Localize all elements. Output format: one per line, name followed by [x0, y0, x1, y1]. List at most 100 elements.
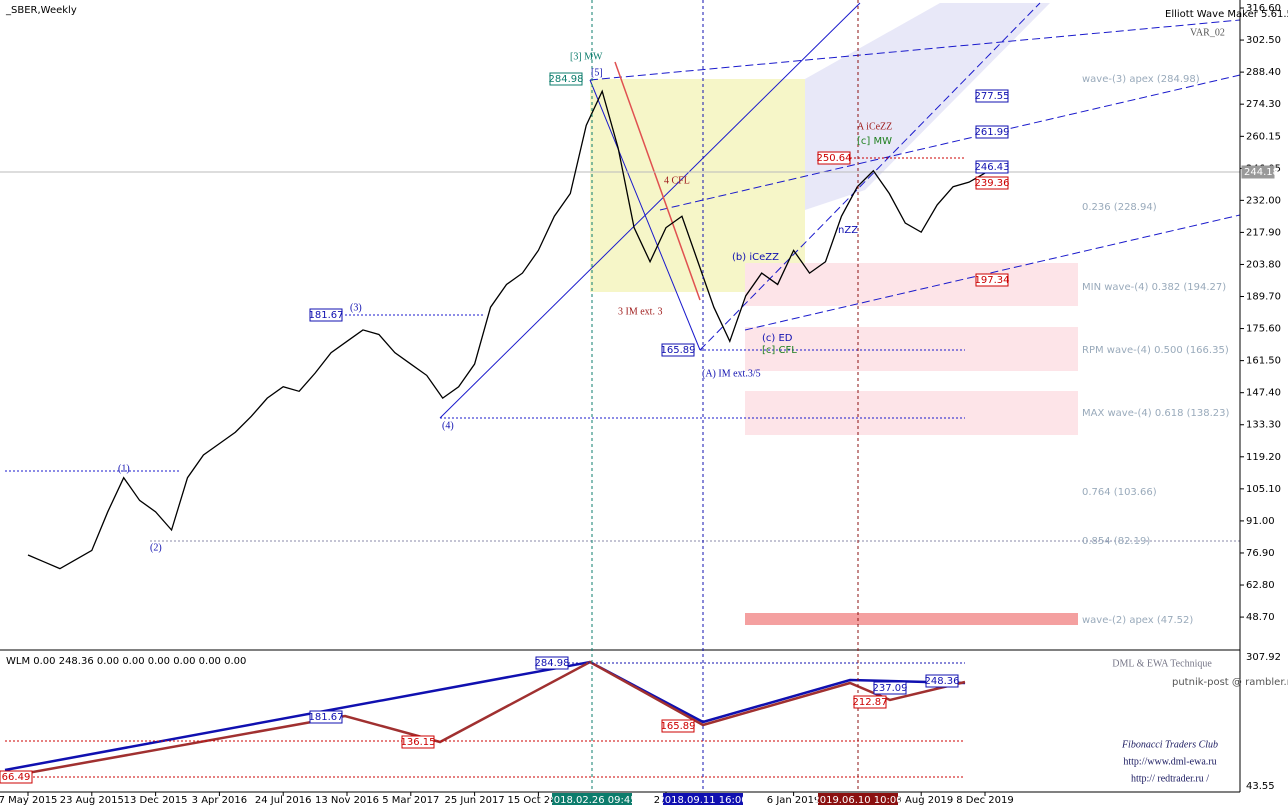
annotation: wave-(2) apex (47.52)	[1082, 615, 1193, 626]
y-tick-label: 274.30	[1246, 99, 1281, 110]
price-box	[817, 151, 851, 165]
price-box	[1241, 165, 1275, 179]
annotation: 307.92	[1246, 652, 1281, 663]
annotation: 239.36	[975, 178, 1010, 189]
price-box	[309, 308, 343, 322]
x-tick-label: 6 Jan 2019	[767, 795, 821, 806]
y-tick-label: 288.40	[1246, 67, 1281, 78]
annotation: 197.34	[975, 275, 1010, 286]
y-tick-label: 133.30	[1246, 420, 1281, 431]
annotation: 248.36	[925, 676, 960, 687]
zone-apex	[745, 613, 1078, 625]
annotation: 212.87	[853, 697, 888, 708]
x-tick-label: 13 Dec 2015	[124, 795, 188, 806]
y-tick-label: 203.80	[1246, 259, 1281, 270]
annotation: 181.67	[309, 712, 344, 723]
annotation: Elliott Wave Maker 5.61.5	[1165, 9, 1288, 20]
y-tick-label: 119.20	[1246, 452, 1281, 463]
y-tick-label: 316.60	[1246, 3, 1281, 14]
annotation: DML & EWA Technique	[1112, 658, 1212, 669]
channel-line	[659, 74, 1241, 211]
x-tick-label: 18 Aug 2019	[889, 795, 953, 806]
price-line	[27, 89, 986, 570]
annotation: 237.09	[873, 683, 908, 694]
price-box	[873, 681, 907, 695]
annotation: 261.99	[975, 127, 1010, 138]
y-tick-label: 105.10	[1246, 484, 1281, 495]
annotation: 0.236 (228.94)	[1082, 202, 1157, 213]
channel-line	[744, 214, 1241, 331]
price-box	[975, 176, 1009, 190]
price-box	[0, 770, 33, 784]
annotation: nZZ	[838, 225, 858, 236]
channel-line	[589, 19, 1241, 81]
y-tick-label: 302.50	[1246, 35, 1281, 46]
annotation: 3 IM ext. 3	[618, 306, 662, 317]
wave-lines	[5, 2, 1241, 542]
time-marker-label: 2019.06.10 10:00	[813, 795, 902, 806]
annotation: RPM wave-(4) 0.500 (166.35)	[1082, 345, 1229, 356]
time-marker-box	[663, 793, 743, 805]
annotation: Fibonacci Traders Club	[1121, 739, 1218, 750]
time-marker-label: 2018.02.26 09:45	[547, 795, 636, 806]
price-box	[549, 72, 583, 86]
chart-title: _SBER,Weekly	[5, 5, 77, 16]
channel-line	[439, 2, 861, 419]
x-tick-label: 23 Aug 2015	[60, 795, 124, 806]
annotation: 246.43	[975, 162, 1010, 173]
x-tick-label: 8 Dec 2019	[956, 795, 1014, 806]
price-box	[975, 125, 1009, 139]
zone-min	[745, 263, 1078, 306]
channel-line	[589, 79, 701, 351]
price-box	[661, 719, 695, 733]
y-tick-label: 62.80	[1246, 580, 1275, 591]
time-marker-label: 2018.09.11 16:00	[658, 795, 747, 806]
annotation: 284.98	[535, 658, 570, 669]
zone-max	[745, 391, 1078, 435]
annotation: (A) IM ext.3/5	[702, 368, 761, 379]
x-tick-label: 5 Mar 2017	[382, 795, 439, 806]
wave-line	[614, 61, 701, 301]
y-tick-label: 147.40	[1246, 388, 1281, 399]
annotation: 181.67	[309, 310, 344, 321]
annotation: 43.55	[1246, 781, 1275, 792]
x-tick-label: 15 Oct 2017	[507, 795, 569, 806]
zone-rpm	[745, 327, 1078, 371]
price-box	[975, 160, 1009, 174]
y-tick-label: 217.90	[1246, 227, 1281, 238]
x-tick-label: 25 Jun 2017	[445, 795, 505, 806]
annotation: (2)	[150, 542, 162, 553]
channel-line	[699, 2, 1041, 351]
annotation: WLM 0.00 248.36 0.00 0.00 0.00 0.00 0.00…	[6, 656, 246, 667]
annotation: 136.15	[401, 737, 436, 748]
annotation: http://www.dml-ewa.ru	[1123, 756, 1216, 767]
price-box	[535, 656, 569, 670]
y-tick-label: 161.50	[1246, 356, 1281, 367]
annotation: 0.854 (82.19)	[1082, 536, 1150, 547]
annotation: 4 CFL	[664, 175, 690, 186]
annotation: (4)	[442, 420, 454, 431]
annotation: MAX wave-(4) 0.618 (138.23)	[1082, 408, 1230, 419]
x-tick-label: 7 May 2015	[0, 795, 57, 806]
x-tick-label: 24 Jul 2016	[255, 795, 312, 806]
annotation: (3)	[350, 302, 362, 313]
y-tick-label: 48.70	[1246, 612, 1275, 623]
price-box	[975, 273, 1009, 287]
time-marker-box	[818, 793, 898, 805]
annotation: VAR_02	[1190, 27, 1225, 38]
annotation: 250.64	[817, 153, 852, 164]
annotation: putnik-post @ rambler.ru	[1172, 677, 1288, 688]
price-box	[661, 343, 695, 357]
y-tick-label: 260.15	[1246, 131, 1281, 142]
annotation: 66.49	[2, 772, 31, 783]
annotation: [c] MW	[857, 136, 892, 147]
annotation: 0.764 (103.66)	[1082, 487, 1157, 498]
annotation: 244.18	[1244, 167, 1279, 178]
annotation: (b) iCeZZ	[732, 252, 779, 263]
annotation: A iCeZZ	[857, 121, 892, 132]
annotation: (c) ED	[762, 333, 793, 344]
y-tick-label: 189.70	[1246, 292, 1281, 303]
y-tick-label: 232.00	[1246, 195, 1281, 206]
annotation: [3] MW	[570, 51, 603, 62]
